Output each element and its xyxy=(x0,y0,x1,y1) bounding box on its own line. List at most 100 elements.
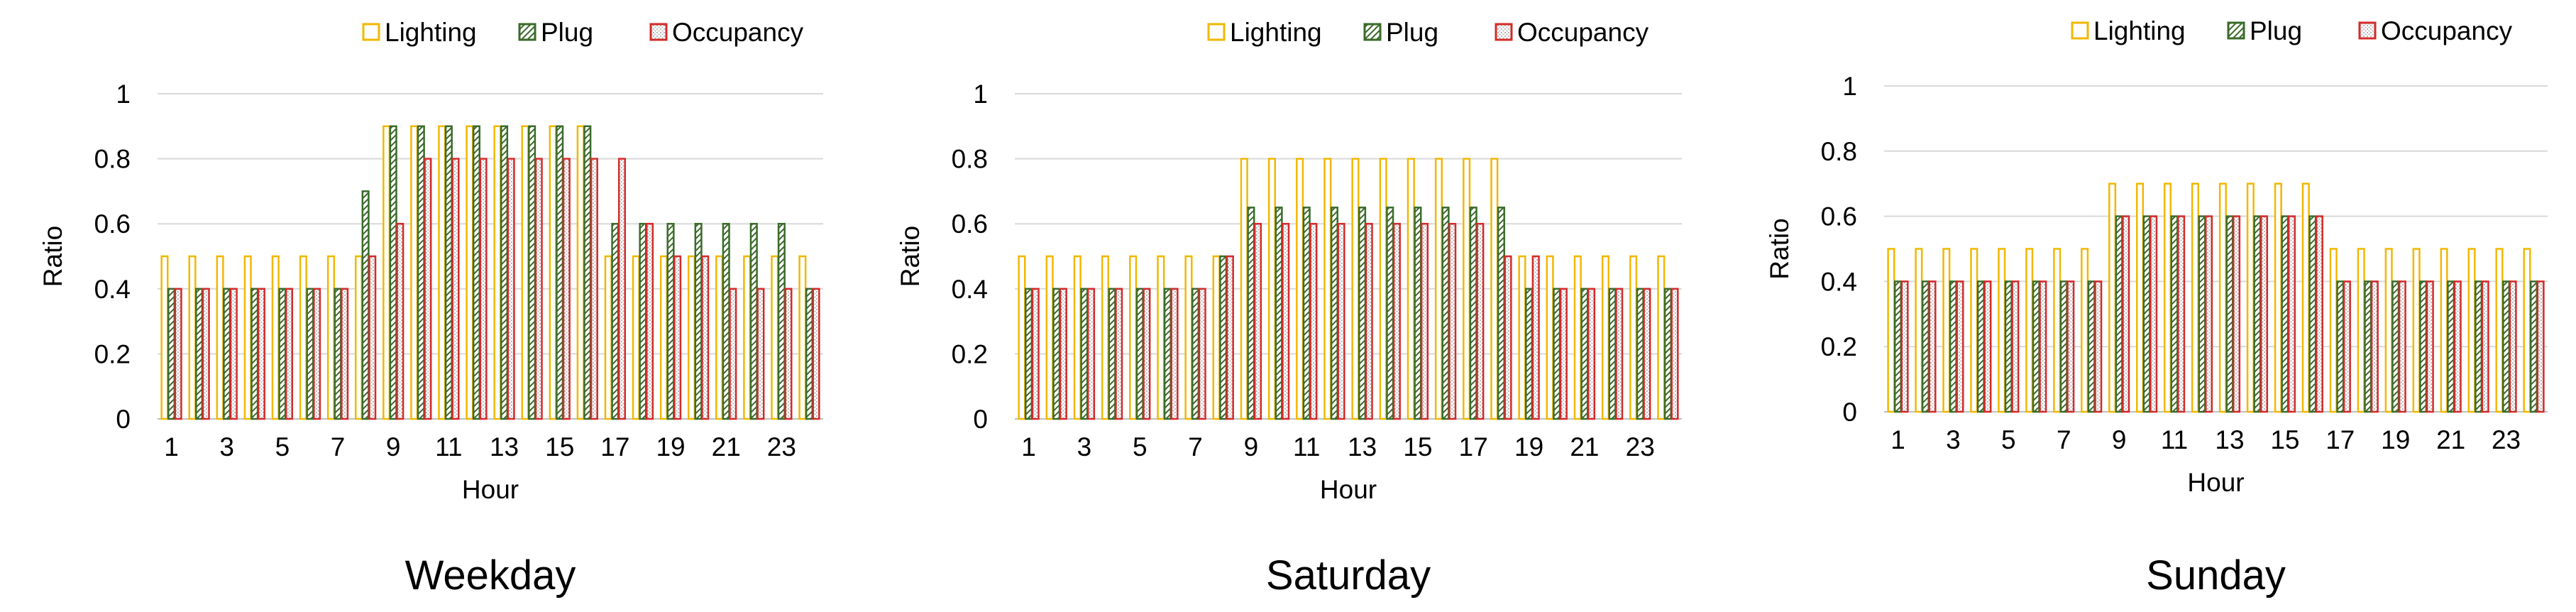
bar-lighting-hour-8 xyxy=(354,255,363,420)
bar-plug-hour-5 xyxy=(1135,288,1144,420)
bar-occupancy-hour-11 xyxy=(451,158,460,420)
bar-occupancy-hour-15 xyxy=(562,158,571,420)
bar-occupancy-hour-21 xyxy=(729,288,737,420)
bar-lighting-hour-6 xyxy=(299,255,307,420)
bar-plug-hour-20 xyxy=(1553,288,1561,420)
legend: Lighting Plug Occupancy xyxy=(362,18,804,47)
bar-plug-hour-24 xyxy=(805,288,814,420)
bar-occupancy-hour-12 xyxy=(1337,222,1345,420)
bar-plug-hour-7 xyxy=(1191,288,1200,420)
x-tick-label: 21 xyxy=(1570,432,1599,461)
legend: Lighting Plug Occupancy xyxy=(2071,16,2513,45)
chart-weekday: 00.20.40.60.811 3 5 7 9 11 13 15 17 19 21 23HourRat… xyxy=(38,18,823,599)
bar-lighting-hour-16 xyxy=(576,125,585,420)
bar-occupancy-hour-2 xyxy=(1928,280,1937,413)
bar-occupancy-hour-23 xyxy=(784,288,793,420)
legend-swatch-occupancy xyxy=(649,23,668,41)
bar-plug-hour-17 xyxy=(611,222,620,420)
legend-label-lighting: Lighting xyxy=(385,18,477,47)
y-tick-label: 0.2 xyxy=(94,339,131,368)
legend-label-occupancy: Occupancy xyxy=(1517,18,1649,47)
bar-occupancy-hour-9 xyxy=(1253,222,1262,420)
bar-plug-hour-13 xyxy=(2225,215,2234,413)
bar-lighting-hour-4 xyxy=(243,255,252,420)
bar-occupancy-hour-24 xyxy=(812,288,820,420)
y-axis-title: Ratio xyxy=(896,226,925,287)
bar-occupancy-hour-16 xyxy=(1448,222,1457,420)
bar-occupancy-hour-17 xyxy=(2343,280,2351,413)
chart-caption: Sunday xyxy=(2146,552,2286,599)
x-tick-label: 3 xyxy=(1077,432,1092,461)
bar-plug-hour-14 xyxy=(528,125,536,420)
legend-label-plug: Plug xyxy=(2250,16,2302,45)
bar-plug-hour-18 xyxy=(1497,207,1505,420)
bar-occupancy-hour-6 xyxy=(313,288,321,420)
bar-plug-hour-11 xyxy=(2170,215,2179,413)
bar-plug-hour-22 xyxy=(1608,288,1617,420)
bar-plug-hour-2 xyxy=(1921,280,1930,413)
bar-plug-hour-16 xyxy=(1441,207,1450,420)
y-tick-label: 0.4 xyxy=(1821,267,1857,296)
legend-label-plug: Plug xyxy=(541,18,593,47)
bar-occupancy-hour-20 xyxy=(2426,280,2434,413)
legend-label-lighting: Lighting xyxy=(1230,18,1322,47)
bar-lighting-hour-9 xyxy=(1240,158,1248,420)
x-tick-label: 11 xyxy=(2161,425,2188,454)
bar-plug-hour-21 xyxy=(1580,288,1589,420)
x-tick-label: 19 xyxy=(656,432,685,461)
bar-occupancy-hour-8 xyxy=(2094,280,2103,413)
bar-occupancy-hour-7 xyxy=(1198,288,1206,420)
bar-lighting-hour-9 xyxy=(382,125,391,420)
bar-occupancy-hour-2 xyxy=(1059,288,1067,420)
bar-occupancy-hour-15 xyxy=(2287,215,2296,413)
bar-occupancy-hour-8 xyxy=(368,255,377,420)
bar-plug-hour-4 xyxy=(251,288,259,420)
x-tick-label: 21 xyxy=(2436,425,2465,454)
bar-plug-hour-10 xyxy=(1275,207,1283,420)
bar-occupancy-hour-21 xyxy=(1587,288,1596,420)
bar-lighting-hour-6 xyxy=(1157,255,1165,420)
bar-plug-hour-15 xyxy=(556,125,564,420)
bar-plug-hour-15 xyxy=(1414,207,1422,420)
bar-lighting-hour-20 xyxy=(2412,248,2421,413)
bar-plug-hour-7 xyxy=(334,288,342,420)
legend-swatch-lighting xyxy=(2071,21,2089,40)
legend-swatch-occupancy xyxy=(1495,23,1513,41)
bar-plug-hour-2 xyxy=(1052,288,1061,420)
bar-occupancy-hour-8 xyxy=(1226,255,1234,420)
bar-lighting-hour-24 xyxy=(2523,248,2531,413)
bar-lighting-hour-1 xyxy=(160,255,169,420)
x-tick-label: 5 xyxy=(275,432,290,461)
y-tick-label: 0.8 xyxy=(952,145,988,174)
bar-lighting-hour-5 xyxy=(1129,255,1138,420)
bar-occupancy-hour-18 xyxy=(1504,255,1512,420)
x-tick-label: 19 xyxy=(2381,425,2410,454)
x-tick-label: 9 xyxy=(386,432,401,461)
bar-lighting-hour-17 xyxy=(2329,248,2338,413)
x-tick-label: 13 xyxy=(1348,432,1377,461)
bar-plug-hour-9 xyxy=(1247,207,1255,420)
bar-occupancy-hour-10 xyxy=(1282,222,1290,420)
bar-lighting-hour-7 xyxy=(326,255,335,420)
bar-lighting-hour-24 xyxy=(798,255,807,420)
x-axis-title: Hour xyxy=(2187,468,2244,497)
bar-plug-hour-16 xyxy=(2308,215,2317,413)
bar-lighting-hour-22 xyxy=(1601,255,1610,420)
x-tick-label: 15 xyxy=(545,432,574,461)
bar-plug-hour-6 xyxy=(1163,288,1172,420)
bar-lighting-hour-16 xyxy=(1434,158,1443,420)
bar-plug-hour-23 xyxy=(777,222,786,420)
legend-label-occupancy: Occupancy xyxy=(2381,16,2513,45)
x-tick-label: 17 xyxy=(600,432,629,461)
bar-lighting-hour-20 xyxy=(687,255,696,420)
bar-lighting-hour-2 xyxy=(188,255,197,420)
bar-lighting-hour-11 xyxy=(438,125,446,420)
bar-plug-hour-3 xyxy=(1080,288,1089,420)
bar-plug-hour-20 xyxy=(694,222,703,420)
y-tick-label: 0 xyxy=(116,405,131,434)
bar-lighting-hour-20 xyxy=(1546,255,1554,420)
bar-lighting-hour-17 xyxy=(1463,158,1471,420)
bar-occupancy-hour-24 xyxy=(1670,288,1679,420)
